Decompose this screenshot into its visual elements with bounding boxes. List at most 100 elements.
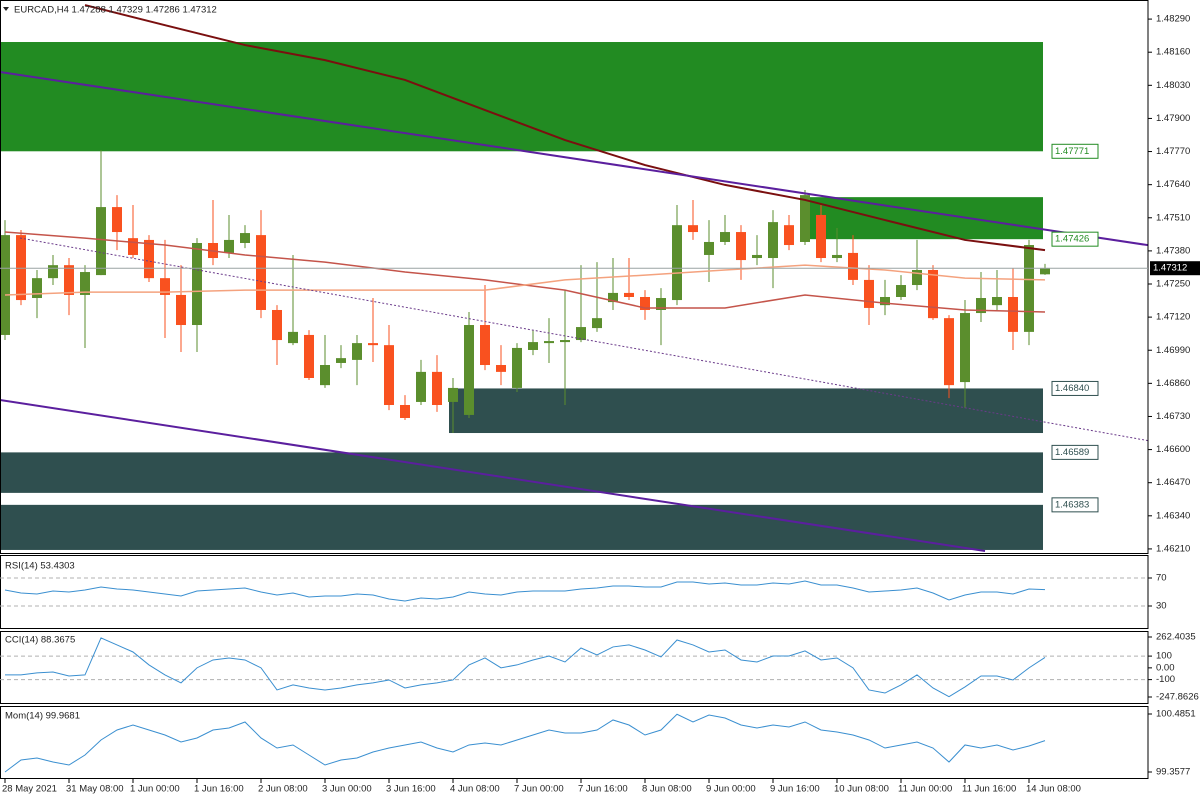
- candle-body: [736, 232, 746, 261]
- main-plot: [0, 4, 1050, 550]
- y-tick-label: 1.48160: [1156, 47, 1190, 58]
- y-tick-label: 262.4035: [1156, 632, 1196, 643]
- x-tick-label: 2 Jun 08:00: [258, 784, 308, 795]
- candle-body: [96, 207, 106, 276]
- y-tick-label: 1.46470: [1156, 477, 1190, 488]
- candle-body: [480, 325, 490, 366]
- candle-body: [240, 233, 250, 243]
- candle-body: [896, 285, 906, 297]
- candle-body: [400, 405, 410, 418]
- candle-body: [784, 225, 794, 246]
- level-label-bg: [1051, 143, 1099, 159]
- indicator-line: [5, 637, 1046, 698]
- candle-body: [848, 252, 858, 280]
- x-tick-label: 9 Jun 16:00: [770, 784, 820, 795]
- candle-body: [32, 278, 42, 299]
- candle-body: [864, 279, 874, 308]
- candle-body: [976, 298, 986, 314]
- y-tick-label: 1.47900: [1156, 113, 1190, 124]
- candle-body: [304, 334, 314, 379]
- mom-frame: [0, 706, 1149, 779]
- y-tick-label: 1.46340: [1156, 510, 1190, 521]
- candle-body: [48, 265, 58, 279]
- candle-body: [416, 371, 426, 402]
- level-label-bg: [1051, 497, 1099, 513]
- candle-body: [256, 235, 266, 310]
- moving-average: [4, 264, 1046, 296]
- candle-body: [352, 343, 362, 360]
- price-label: 1.47312: [1153, 263, 1187, 274]
- candle-body: [272, 309, 282, 341]
- y-tick-label: 1.46600: [1156, 444, 1190, 455]
- level-label: 1.46589: [1055, 447, 1089, 458]
- x-tick-label: 7 Jun 16:00: [578, 784, 628, 795]
- trendline: [19, 237, 1148, 442]
- candle-body: [464, 325, 474, 415]
- candle-body: [176, 294, 186, 326]
- candle-body: [592, 318, 602, 329]
- y-tick-label: 1.46990: [1156, 345, 1190, 356]
- candle-body: [912, 269, 922, 286]
- y-tick-label: 1.47510: [1156, 212, 1190, 223]
- x-tick-label: 31 May 08:00: [66, 784, 124, 795]
- menu-arrow: [3, 7, 9, 11]
- candle-body: [0, 235, 10, 335]
- y-tick-label: 1.48030: [1156, 80, 1190, 91]
- level-label-bg: [1051, 231, 1099, 247]
- y-tick-label: 1.47640: [1156, 179, 1190, 190]
- candle-body: [160, 278, 170, 295]
- candle-body: [880, 296, 890, 306]
- rsi-frame: [0, 555, 1149, 629]
- x-tick-label: 10 Jun 08:00: [834, 784, 889, 795]
- candle-body: [672, 225, 682, 301]
- indicator-line: [4, 713, 1046, 773]
- x-tick-label: 11 Jun 00:00: [898, 784, 952, 795]
- y-tick-label: 30: [1156, 601, 1167, 612]
- candle-body: [944, 318, 954, 386]
- x-tick-label: 28 May 2021: [2, 784, 57, 795]
- candle-body: [624, 292, 634, 297]
- candle-body: [752, 254, 762, 259]
- y-tick-label: 1.47770: [1156, 146, 1190, 157]
- candle-body: [1008, 296, 1018, 332]
- trendline: [0, 399, 986, 552]
- candle-body: [960, 313, 970, 383]
- y-tick-label: 70: [1156, 573, 1167, 584]
- x-tick-label: 4 Jun 08:00: [450, 784, 500, 795]
- candle-body: [64, 265, 74, 295]
- candle-body: [816, 214, 826, 259]
- candle-body: [656, 298, 666, 310]
- candle-body: [800, 195, 810, 242]
- y-tick-label: 1.47380: [1156, 245, 1190, 256]
- x-tick-label: 8 Jun 08:00: [642, 784, 692, 795]
- x-tick-label: 3 Jun 00:00: [322, 784, 372, 795]
- indicator-title: CCI(14) 88.3675: [5, 635, 75, 646]
- candle-body: [928, 269, 938, 319]
- candle-body: [1040, 268, 1050, 275]
- indicator-line: [4, 580, 1046, 602]
- candle-body: [16, 235, 26, 301]
- zone: [0, 504, 1043, 550]
- chart-title: EURCAD,H4 1.47288 1.47329 1.47286 1.4731…: [14, 5, 217, 16]
- x-tick-label: 9 Jun 00:00: [706, 784, 756, 795]
- x-tick-label: 1 Jun 16:00: [194, 784, 244, 795]
- level-label-bg: [1051, 380, 1099, 396]
- level-label: 1.47771: [1055, 146, 1089, 157]
- candle-body: [576, 327, 586, 341]
- zone: [801, 197, 1043, 240]
- y-tick-label: 100: [1156, 651, 1172, 662]
- candle-body: [128, 238, 138, 255]
- x-tick-label: 3 Jun 16:00: [386, 784, 436, 795]
- candle-body: [224, 239, 234, 253]
- candle-body: [640, 296, 650, 310]
- y-tick-label: 1.47250: [1156, 279, 1190, 290]
- y-tick-label: 100.4851: [1156, 709, 1196, 720]
- trendlines: [0, 71, 1148, 552]
- candle-body: [720, 232, 730, 242]
- candle-body: [528, 342, 538, 350]
- overlay: 1.47771 1.47426 1.46840 1.46589 1.46383: [1051, 143, 1099, 513]
- candle-body: [288, 331, 298, 344]
- y-tick-label: 1.46210: [1156, 543, 1190, 554]
- x-tick-label: 7 Jun 00:00: [514, 784, 564, 795]
